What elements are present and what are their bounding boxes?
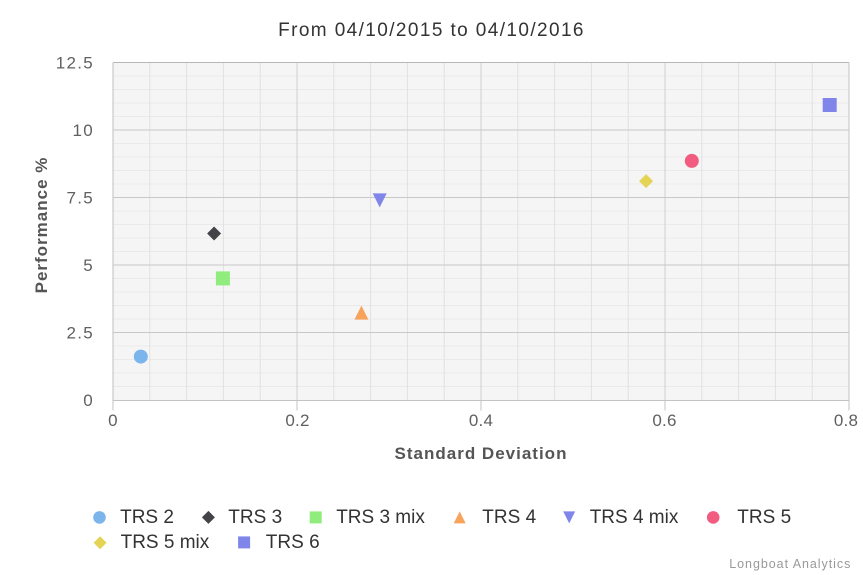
svg-text:Performance %: Performance % xyxy=(32,157,51,294)
svg-text:TRS 5: TRS 5 xyxy=(737,507,791,528)
svg-text:From 04/10/2015 to 04/10/2016: From 04/10/2015 to 04/10/2016 xyxy=(278,20,585,41)
svg-text:10: 10 xyxy=(72,121,94,140)
svg-text:0.4: 0.4 xyxy=(469,411,493,430)
svg-text:TRS 3 mix: TRS 3 mix xyxy=(336,507,425,528)
svg-text:12.5: 12.5 xyxy=(56,53,94,72)
svg-text:5: 5 xyxy=(83,256,94,275)
svg-text:TRS 4: TRS 4 xyxy=(482,507,536,528)
svg-text:TRS 6: TRS 6 xyxy=(266,532,320,553)
svg-text:TRS 5 mix: TRS 5 mix xyxy=(121,532,210,553)
svg-text:0.2: 0.2 xyxy=(285,411,309,430)
svg-text:TRS 4 mix: TRS 4 mix xyxy=(590,507,679,528)
svg-text:0: 0 xyxy=(83,391,94,410)
svg-text:Standard Deviation: Standard Deviation xyxy=(395,444,568,463)
svg-text:0: 0 xyxy=(108,411,118,430)
svg-text:0.8: 0.8 xyxy=(834,411,858,430)
svg-text:0.6: 0.6 xyxy=(652,411,676,430)
svg-text:7.5: 7.5 xyxy=(66,188,94,207)
svg-text:TRS 2: TRS 2 xyxy=(120,507,174,528)
svg-text:TRS 3: TRS 3 xyxy=(228,507,282,528)
svg-text:Longboat Analytics: Longboat Analytics xyxy=(729,557,851,571)
svg-text:2.5: 2.5 xyxy=(66,323,94,342)
